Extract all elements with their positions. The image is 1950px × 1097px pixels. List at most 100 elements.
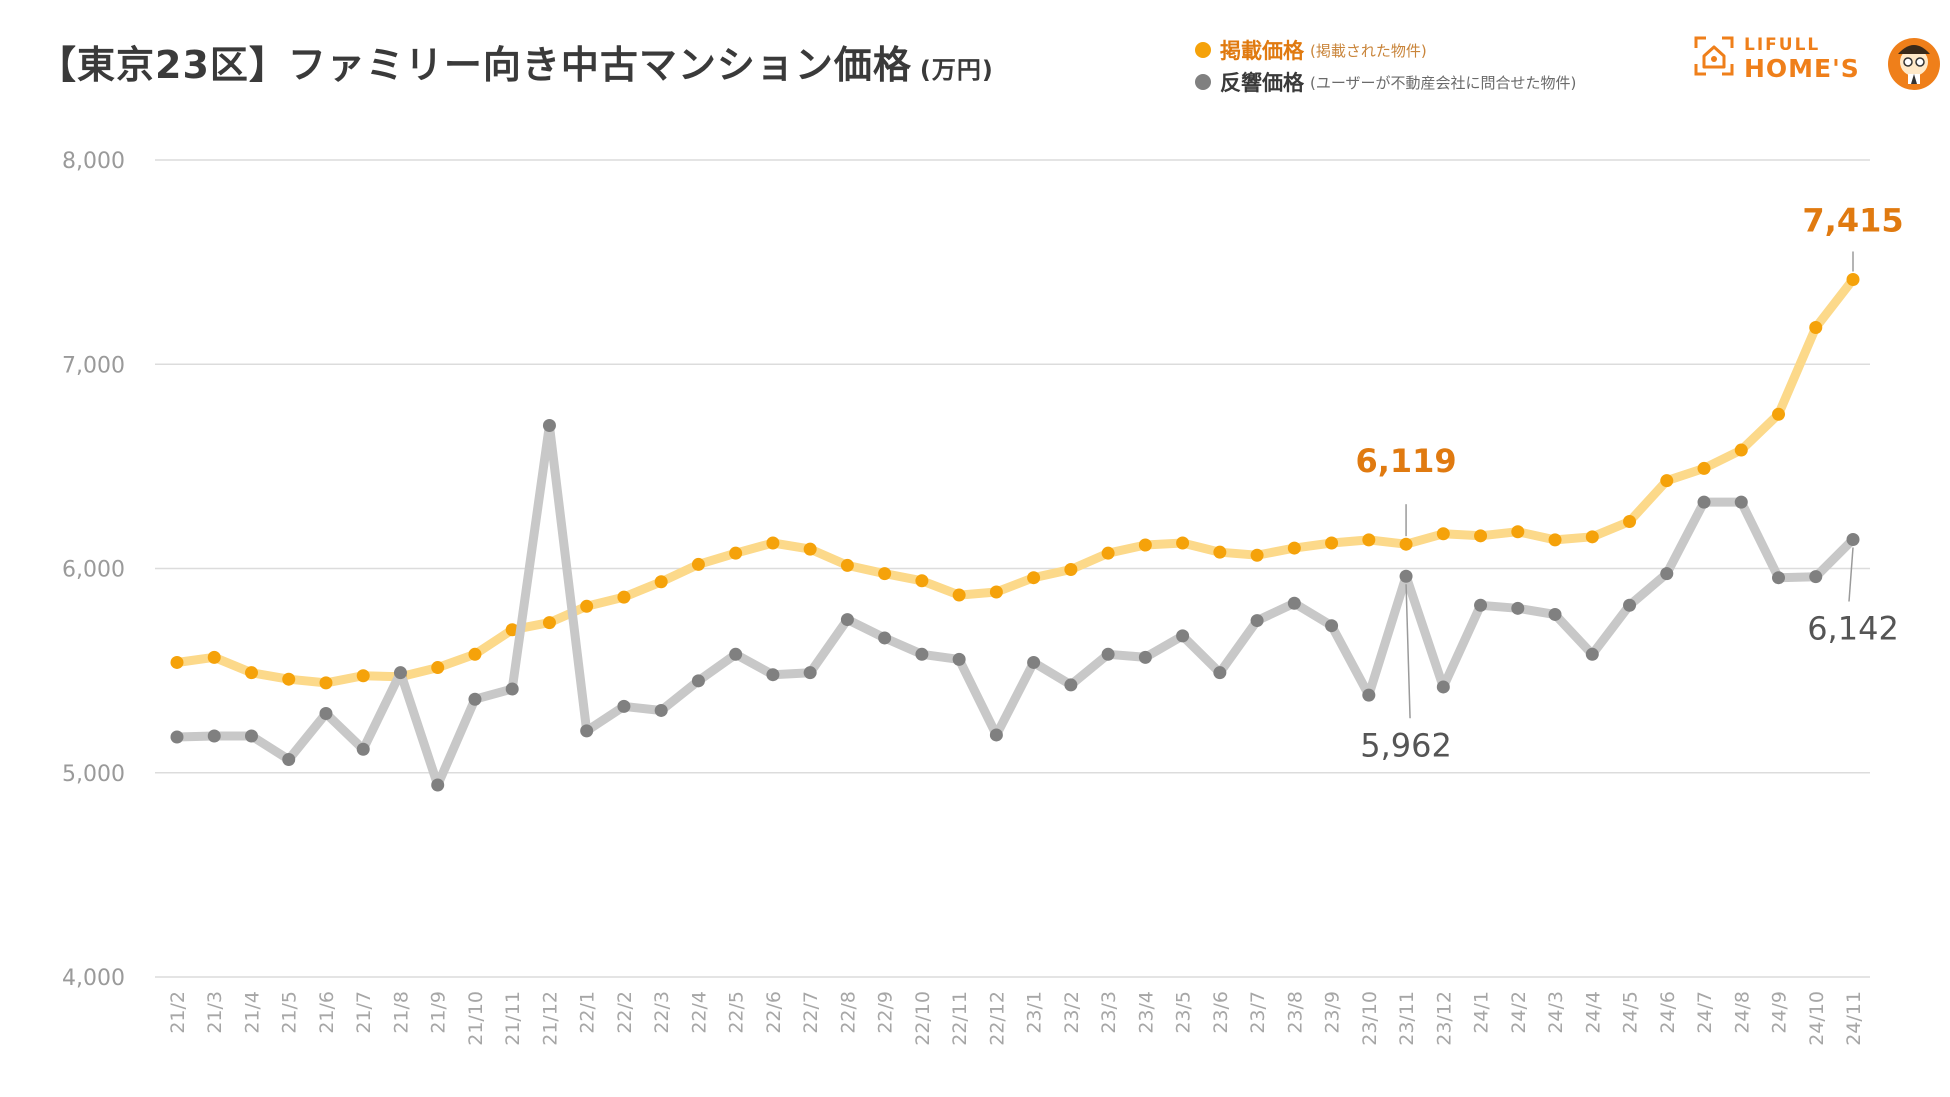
data-point-response — [1660, 567, 1674, 581]
chart-unit: (万円) — [919, 56, 994, 84]
data-point-response — [1548, 607, 1562, 621]
data-point-listed — [1511, 525, 1525, 539]
x-tick-label: 24/5 — [1620, 991, 1642, 1034]
annotation-layer: 6,119 5,962 7,415 6,142 — [1350, 201, 1909, 767]
x-tick-label: 22/3 — [651, 991, 673, 1034]
annotation-label-listed: 7,415 — [1802, 201, 1903, 239]
data-point-listed — [1474, 529, 1488, 543]
annotation-label-response: 5,962 — [1360, 726, 1452, 764]
x-tick-label: 23/8 — [1284, 991, 1306, 1034]
x-tick-label: 22/6 — [763, 991, 785, 1034]
data-point-response — [468, 692, 482, 706]
data-point-listed — [282, 672, 296, 686]
annotation-leader-line — [1848, 547, 1854, 602]
x-tick-label: 21/3 — [204, 991, 226, 1034]
data-point-response — [1250, 614, 1264, 628]
data-point-response — [1772, 571, 1786, 585]
data-point-listed — [1734, 443, 1748, 457]
x-tick-label: 22/12 — [986, 991, 1008, 1046]
logo-text-lifull: LIFULL — [1744, 35, 1821, 55]
x-tick-label: 23/1 — [1024, 991, 1046, 1034]
x-tick-label: 22/10 — [912, 991, 934, 1046]
data-point-listed — [915, 574, 929, 588]
legend: 掲載価格 (掲載された物件) 反響価格 (ユーザーが不動産会社に問合せた物件) — [1195, 34, 1576, 98]
data-point-listed — [1064, 563, 1078, 577]
data-point-response — [1138, 650, 1152, 664]
data-point-listed — [1772, 407, 1786, 421]
data-point-listed — [1176, 536, 1190, 550]
x-tick-label: 24/8 — [1731, 991, 1753, 1034]
data-point-response — [840, 613, 854, 627]
y-tick-label: 4,000 — [62, 966, 125, 991]
data-point-listed — [1660, 474, 1674, 488]
data-point-response — [542, 419, 556, 433]
data-point-response — [878, 631, 892, 645]
x-tick-label: 21/12 — [539, 991, 561, 1046]
data-point-response — [766, 668, 780, 682]
data-point-response — [319, 707, 333, 721]
data-point-response — [1846, 532, 1860, 546]
data-point-listed — [580, 599, 594, 613]
x-tick-label: 23/6 — [1210, 991, 1232, 1034]
chart-title: 【東京23区】ファミリー向き中古マンション価格 (万円) — [38, 34, 994, 89]
data-point-response — [1474, 598, 1488, 612]
x-tick-label: 23/2 — [1061, 991, 1083, 1034]
x-tick-label: 23/4 — [1135, 991, 1157, 1034]
x-tick-label: 22/11 — [949, 991, 971, 1046]
data-point-response — [1399, 569, 1413, 583]
lifull-homes-logo: LIFULL HOME'S — [1692, 30, 1944, 98]
data-point-listed — [468, 647, 482, 661]
data-point-response — [1176, 629, 1190, 643]
y-tick-label: 6,000 — [62, 558, 125, 583]
legend-note-listed: (掲載された物件) — [1310, 41, 1427, 60]
data-point-listed — [989, 585, 1003, 599]
x-tick-label: 22/8 — [837, 991, 859, 1034]
x-tick-label: 24/10 — [1806, 991, 1828, 1046]
data-point-response — [1362, 688, 1376, 702]
data-point-listed — [952, 588, 966, 602]
x-tick-label: 21/11 — [502, 991, 524, 1046]
data-point-listed — [1623, 515, 1637, 529]
data-point-response — [1325, 619, 1339, 633]
chart-title-text: 【東京23区】ファミリー向き中古マンション価格 — [38, 43, 912, 87]
legend-item-response: 反響価格 (ユーザーが不動産会社に問合せた物件) — [1195, 66, 1576, 98]
x-tick-label: 21/6 — [316, 991, 338, 1034]
data-point-listed — [1548, 533, 1562, 547]
x-tick-label: 21/10 — [465, 991, 487, 1046]
data-point-listed — [1287, 541, 1301, 555]
data-point-listed — [803, 542, 817, 556]
x-tick-label: 22/1 — [577, 991, 599, 1034]
data-point-listed — [1138, 538, 1152, 552]
x-tick-label: 24/4 — [1582, 991, 1604, 1034]
x-tick-label: 21/9 — [428, 991, 450, 1034]
y-tick-label: 8,000 — [62, 149, 125, 174]
data-point-response — [1697, 495, 1711, 509]
legend-label-listed: 掲載価格 — [1220, 39, 1304, 63]
data-point-listed — [1436, 527, 1450, 541]
logo-house-icon — [1694, 36, 1940, 90]
x-tick-label: 22/2 — [614, 991, 636, 1034]
x-tick-label: 24/6 — [1657, 991, 1679, 1034]
x-tick-label: 23/12 — [1433, 991, 1455, 1046]
data-point-response — [1027, 655, 1041, 669]
data-point-response — [617, 699, 631, 713]
x-tick-label: 23/11 — [1396, 991, 1418, 1046]
data-point-response — [1511, 601, 1525, 615]
series-line-response — [172, 421, 1858, 790]
data-point-response — [803, 666, 817, 680]
x-tick-label: 23/9 — [1322, 991, 1344, 1034]
annotation-bg — [1350, 726, 1463, 767]
logo-text-homes: HOME'S — [1744, 54, 1860, 83]
data-point-response — [393, 666, 407, 680]
x-tick-label: 23/7 — [1247, 991, 1269, 1034]
series-line-listed — [172, 275, 1858, 688]
y-tick-label: 7,000 — [62, 353, 125, 378]
x-tick-label: 24/11 — [1843, 991, 1865, 1046]
data-point-response — [1734, 495, 1748, 509]
data-point-response — [1436, 680, 1450, 694]
data-point-response — [282, 752, 296, 766]
legend-note-response: (ユーザーが不動産会社に問合せた物件) — [1310, 73, 1577, 92]
data-point-listed — [1809, 320, 1823, 334]
data-point-listed — [207, 650, 221, 664]
